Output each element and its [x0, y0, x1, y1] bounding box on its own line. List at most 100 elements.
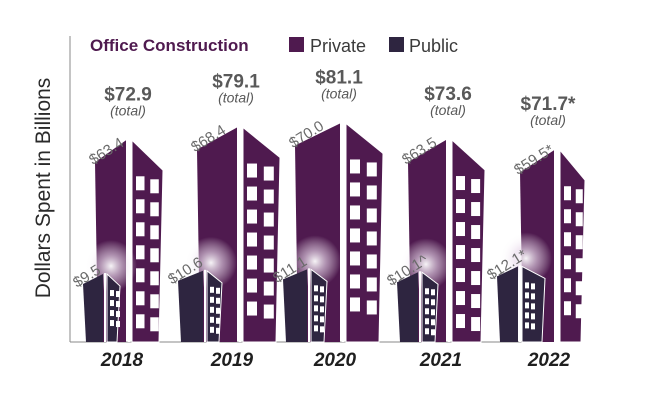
- window-2022: [575, 189, 583, 204]
- window-2022: [531, 323, 535, 330]
- window-2020: [366, 300, 377, 315]
- window-2021: [471, 248, 481, 263]
- window-2021: [456, 291, 465, 306]
- window-2018: [136, 314, 145, 329]
- window-2019: [216, 307, 220, 314]
- window-2019: [263, 304, 274, 319]
- window-2018: [110, 310, 114, 317]
- window-2019: [210, 306, 214, 313]
- window-2019: [210, 286, 214, 293]
- window-2018: [116, 291, 120, 298]
- building-group-2020: [283, 121, 384, 343]
- window-2021: [431, 289, 435, 296]
- private-bar-right-face-2018: [131, 139, 164, 343]
- window-2019: [247, 209, 257, 224]
- window-2019: [216, 287, 220, 294]
- legend-swatch-private: [289, 37, 304, 52]
- window-2020: [350, 274, 360, 289]
- x-tick-label-2020: 2020: [313, 350, 357, 371]
- window-2021: [471, 294, 481, 309]
- window-2020: [366, 208, 377, 223]
- building-group-2019: [178, 125, 281, 343]
- window-2020: [314, 315, 318, 322]
- window-2019: [247, 232, 257, 247]
- public-bar-right-face-2021: [421, 271, 439, 343]
- window-2021: [425, 328, 429, 335]
- window-2021: [471, 202, 481, 217]
- window-2020: [314, 325, 318, 332]
- total-label-2020: $81.1: [315, 67, 363, 88]
- window-2020: [314, 305, 318, 312]
- window-2022: [531, 313, 535, 320]
- window-2018: [136, 199, 145, 214]
- public-bar-left-face-2019: [178, 270, 203, 342]
- x-tick-label-2021: 2021: [419, 350, 462, 371]
- window-2022: [575, 304, 583, 319]
- legend-label-private: Private: [310, 36, 366, 56]
- x-tick-label-2019: 2019: [210, 350, 254, 371]
- legend-label-public: Public: [409, 36, 458, 56]
- public-bar-left-face-2021: [397, 272, 418, 342]
- window-2021: [431, 329, 435, 336]
- window-2020: [314, 285, 318, 292]
- y-axis-label: Dollars Spent in Billions: [32, 78, 55, 299]
- window-2020: [320, 286, 324, 293]
- window-2019: [263, 212, 274, 227]
- window-2019: [247, 278, 257, 293]
- window-2018: [150, 202, 159, 217]
- window-2019: [210, 296, 214, 303]
- window-2019: [216, 327, 220, 334]
- window-2022: [531, 303, 535, 310]
- window-2022: [564, 232, 571, 247]
- window-2019: [263, 189, 274, 204]
- window-2019: [210, 316, 214, 323]
- window-2022: [531, 293, 535, 300]
- total-label-2019: $79.1: [212, 72, 260, 93]
- window-2018: [150, 179, 159, 194]
- window-2022: [564, 209, 571, 224]
- window-2018: [136, 176, 145, 191]
- window-2019: [216, 317, 220, 324]
- window-2022: [531, 283, 535, 290]
- window-2019: [247, 163, 257, 178]
- window-2019: [263, 166, 274, 181]
- window-2020: [366, 254, 377, 269]
- window-2018: [150, 317, 159, 332]
- window-2018: [150, 225, 159, 240]
- window-2021: [471, 317, 481, 332]
- buildings-layer: [83, 121, 586, 343]
- public-bar-left-face-2018: [83, 274, 103, 342]
- total-sublabel-2020: (total): [321, 85, 357, 101]
- window-2022: [575, 281, 583, 296]
- window-2018: [136, 222, 145, 237]
- window-2021: [456, 268, 465, 283]
- window-2022: [564, 186, 571, 201]
- window-2018: [150, 271, 159, 286]
- window-2018: [116, 301, 120, 308]
- window-2018: [116, 311, 120, 318]
- window-2018: [116, 321, 120, 328]
- window-2021: [425, 288, 429, 295]
- window-2019: [247, 301, 257, 316]
- window-2022: [575, 235, 583, 250]
- window-2020: [366, 162, 377, 177]
- window-2022: [575, 212, 583, 227]
- window-2020: [366, 231, 377, 246]
- private-bar-right-face-2021: [451, 138, 486, 343]
- window-2022: [525, 322, 529, 329]
- window-2022: [525, 282, 529, 289]
- window-2021: [431, 299, 435, 306]
- total-sublabel-2022: (total): [530, 112, 566, 128]
- window-2020: [350, 205, 360, 220]
- window-2020: [350, 182, 360, 197]
- window-2018: [150, 294, 159, 309]
- building-group-2022: [497, 148, 586, 343]
- window-2021: [431, 319, 435, 326]
- total-sublabel-2021: (total): [430, 102, 466, 118]
- public-bar-left-face-2020: [283, 269, 307, 342]
- total-sublabel-2018: (total): [110, 102, 146, 118]
- window-2018: [136, 291, 145, 306]
- window-2019: [263, 258, 274, 273]
- total-label-2022: $71.7*: [521, 94, 577, 115]
